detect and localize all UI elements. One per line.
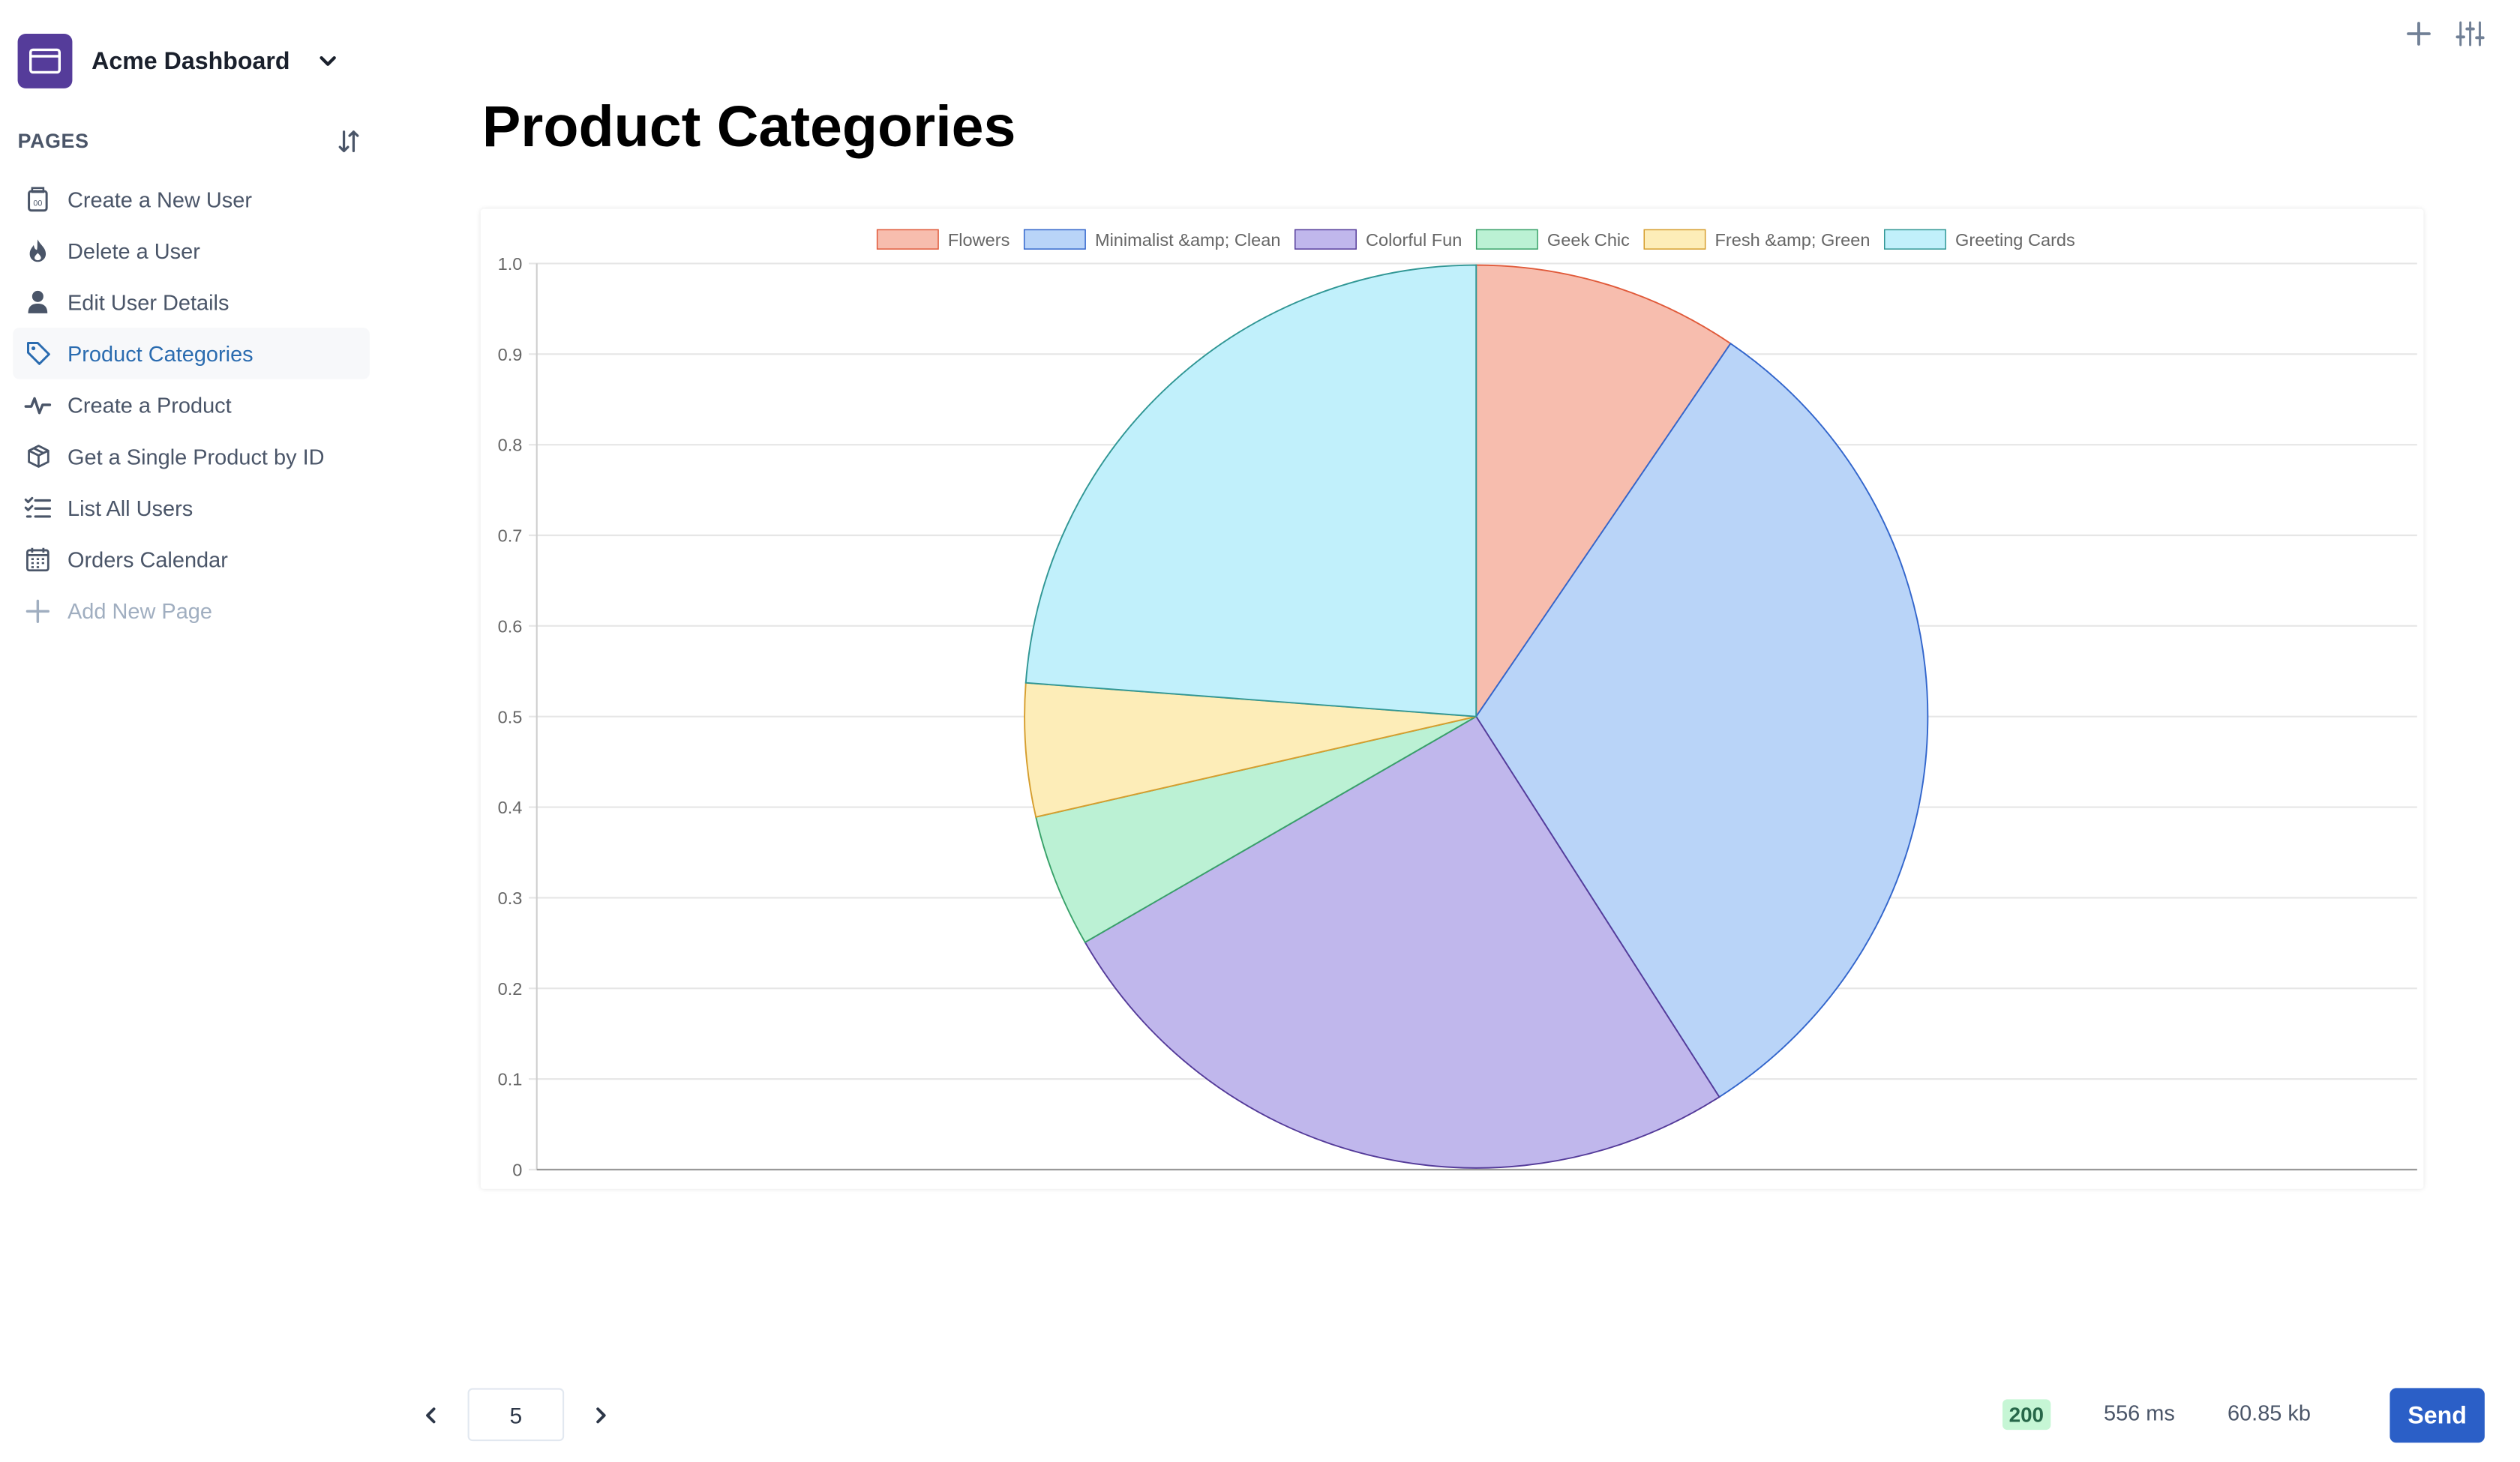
legend-label: Flowers — [948, 230, 1010, 250]
sidebar-item-label: Create a Product — [68, 392, 232, 418]
user-icon — [24, 289, 51, 316]
pie-slice[interactable] — [1024, 682, 1477, 818]
send-button[interactable]: Send — [2390, 1388, 2485, 1443]
add-icon[interactable] — [2404, 19, 2434, 49]
svg-text:00: 00 — [33, 199, 42, 208]
app-logo-icon — [17, 34, 73, 88]
y-tick-label: 0.3 — [498, 888, 523, 908]
sidebar-item-label: Product Categories — [68, 341, 254, 366]
sidebar-item-label: Create a New User — [68, 187, 252, 211]
jar-icon: 00 — [24, 185, 51, 212]
next-page-button[interactable] — [585, 1389, 617, 1441]
sidebar-item-product-categories[interactable]: Product Categories — [13, 328, 370, 379]
y-tick-label: 0.6 — [498, 616, 523, 636]
legend-swatch[interactable] — [1883, 229, 1946, 250]
top-toolbar — [2404, 19, 2485, 49]
sidebar-item-orders-calendar[interactable]: Orders Calendar — [13, 533, 370, 585]
pie-slice[interactable] — [1035, 715, 1477, 944]
pulse-icon — [24, 391, 52, 418]
previous-page-button[interactable] — [415, 1389, 447, 1441]
legend-swatch[interactable] — [1294, 229, 1357, 250]
y-tick-label: 0.7 — [498, 526, 523, 546]
checklist-icon — [24, 494, 52, 521]
page-title: Product Categories — [482, 93, 1016, 160]
app-switcher[interactable]: Acme Dashboard — [17, 34, 342, 88]
pie-slice[interactable] — [1084, 715, 1720, 1169]
pie-slice[interactable] — [1475, 342, 1929, 1098]
sidebar-item-edit-user-details[interactable]: Edit User Details — [13, 277, 370, 328]
pie-slice[interactable] — [1475, 264, 1732, 719]
tag-icon — [24, 340, 51, 367]
y-tick-label: 0.4 — [498, 798, 523, 817]
fire-icon — [24, 237, 51, 264]
y-tick-label: 0.2 — [498, 979, 523, 999]
pie-slice[interactable] — [1024, 264, 1478, 718]
app-title: Acme Dashboard — [92, 47, 290, 75]
page-number-input[interactable] — [467, 1388, 565, 1442]
sidebar-nav: 00 Create a New User Delete a User Edit … — [13, 173, 370, 636]
sidebar-item-label: Delete a User — [68, 238, 200, 263]
y-tick-label: 0 — [512, 1161, 522, 1180]
sidebar-item-label: List All Users — [68, 496, 194, 520]
legend-swatch[interactable] — [876, 229, 939, 250]
sidebar-item-get-product-by-id[interactable]: Get a Single Product by ID — [13, 430, 370, 482]
plus-icon — [24, 597, 51, 624]
response-size: 60.85 kb — [2228, 1401, 2311, 1425]
sidebar-item-label: Orders Calendar — [68, 547, 228, 571]
box-icon — [24, 442, 51, 469]
pie-chart: 1.0 0.9 0.8 0.7 0.6 0.5 0.4 0.3 0.2 0.1 0 Flowers M… — [498, 229, 2417, 1180]
pages-header: PAGES — [18, 128, 362, 154]
legend-swatch[interactable] — [1023, 229, 1086, 250]
response-time: 556 ms — [2104, 1401, 2175, 1425]
sidebar-item-label: Get a Single Product by ID — [68, 444, 325, 469]
y-tick-label: 0.8 — [498, 436, 523, 455]
legend-label: Fresh &amp; Green — [1715, 230, 1870, 250]
chevron-down-icon — [320, 55, 337, 66]
y-tick-label: 1.0 — [498, 254, 523, 274]
legend-swatch[interactable] — [1643, 229, 1706, 250]
status-badge: 200 — [2002, 1399, 2050, 1431]
y-tick-label: 0.9 — [498, 345, 523, 364]
y-tick-label: 0.1 — [498, 1070, 523, 1089]
legend-label: Geek Chic — [1547, 230, 1630, 250]
y-tick-label: 0.5 — [498, 707, 523, 727]
add-new-page-label: Add New Page — [68, 598, 212, 623]
sidebar-item-label: Edit User Details — [68, 289, 230, 314]
chart-card: 1.0 0.9 0.8 0.7 0.6 0.5 0.4 0.3 0.2 0.1 0 Flowers M… — [480, 208, 2424, 1189]
legend-label: Greeting Cards — [1955, 230, 2075, 250]
add-new-page-button[interactable]: Add New Page — [13, 585, 370, 637]
settings-sliders-icon[interactable] — [2456, 19, 2485, 49]
sort-icon[interactable] — [336, 128, 362, 154]
sidebar-item-create-product[interactable]: Create a Product — [13, 379, 370, 431]
pages-section-label: PAGES — [17, 130, 89, 153]
sidebar-item-create-new-user[interactable]: 00 Create a New User — [13, 173, 370, 225]
sidebar-item-delete-user[interactable]: Delete a User — [13, 225, 370, 277]
legend-label: Colorful Fun — [1366, 230, 1462, 250]
pager — [415, 1388, 617, 1442]
legend-label: Minimalist &amp; Clean — [1095, 230, 1281, 250]
sidebar-item-list-all-users[interactable]: List All Users — [13, 482, 370, 534]
legend-swatch[interactable] — [1475, 229, 1538, 250]
calendar-icon — [24, 546, 51, 573]
